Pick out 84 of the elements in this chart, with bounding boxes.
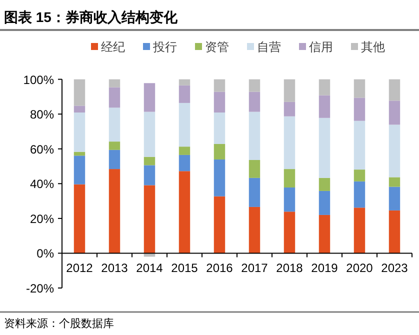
y-tick-label: -20%	[26, 282, 54, 296]
bar	[108, 150, 120, 170]
y-tick-label: 80%	[30, 108, 54, 122]
bar	[248, 79, 260, 92]
x-tick-label: 2018	[276, 261, 304, 276]
bar	[214, 112, 226, 144]
y-tick-label: 100%	[23, 72, 54, 87]
bar	[74, 152, 86, 156]
legend-label: 自营	[257, 40, 281, 54]
bar	[284, 212, 296, 254]
bar	[74, 79, 86, 106]
bar	[318, 79, 330, 96]
bar	[108, 108, 120, 142]
bar	[108, 169, 120, 254]
bar	[318, 95, 330, 118]
bar	[178, 154, 190, 172]
bar	[74, 106, 86, 113]
x-tick-label: 2020	[346, 261, 374, 276]
bar	[354, 208, 366, 254]
bar	[284, 79, 296, 102]
bar	[318, 190, 330, 215]
text: 资料来源：个股数据库	[4, 317, 114, 330]
bar	[388, 100, 400, 125]
bar	[144, 112, 156, 157]
bar	[214, 159, 226, 196]
y-tick-label: 20%	[30, 212, 54, 226]
chart-title: 图表 15：券商收入结构变化	[4, 9, 178, 25]
bar	[108, 142, 120, 150]
bar	[178, 79, 190, 86]
bar	[248, 112, 260, 160]
x-tick-label: 2013	[101, 261, 128, 276]
legend-label: 投行	[152, 40, 177, 54]
legend-label: 其他	[361, 40, 385, 54]
x-tick-label: 2023	[381, 261, 408, 276]
bar	[388, 210, 400, 254]
x-tick-label: 2014	[136, 261, 164, 276]
bar	[354, 170, 366, 182]
x-tick-label: 2019	[311, 261, 338, 276]
bar	[318, 118, 330, 178]
bar	[388, 177, 400, 187]
bar	[108, 87, 120, 108]
x-tick-label: 2012	[66, 261, 94, 276]
bar	[178, 102, 190, 147]
legend-label: 信用	[309, 40, 333, 54]
bar	[388, 186, 400, 210]
bar	[318, 214, 330, 254]
x-tick-label: 2015	[171, 261, 198, 276]
bar	[178, 146, 190, 155]
bar	[144, 83, 156, 112]
bar	[144, 165, 156, 186]
bar	[354, 79, 366, 98]
bar	[318, 178, 330, 191]
y-tick-label: 0%	[36, 246, 54, 261]
bar	[284, 102, 296, 116]
bar	[388, 124, 400, 178]
bar	[214, 196, 226, 254]
bar	[214, 92, 226, 113]
bar	[144, 156, 156, 166]
bar	[214, 79, 226, 92]
bar	[74, 112, 86, 152]
bar	[284, 116, 296, 170]
bar	[284, 169, 296, 188]
legend-label: 资管	[205, 40, 229, 54]
bar	[388, 79, 400, 101]
bar	[178, 171, 190, 254]
bar	[248, 206, 260, 254]
x-tick-label: 2017	[241, 261, 268, 276]
bar	[108, 79, 120, 88]
x-tick-label: 2016	[206, 261, 234, 276]
bar	[144, 185, 156, 254]
bar	[74, 184, 86, 254]
y-tick-label: 60%	[30, 142, 54, 156]
y-tick-label: 40%	[30, 177, 54, 192]
bar	[248, 92, 260, 112]
legend-label: 经纪	[101, 40, 125, 54]
bar	[248, 160, 260, 178]
bar	[354, 120, 366, 170]
bar	[354, 181, 366, 208]
bar	[74, 156, 86, 184]
bar	[178, 85, 190, 103]
bar	[214, 144, 226, 160]
bar	[248, 178, 260, 207]
bar	[284, 187, 296, 212]
bar	[354, 98, 366, 121]
